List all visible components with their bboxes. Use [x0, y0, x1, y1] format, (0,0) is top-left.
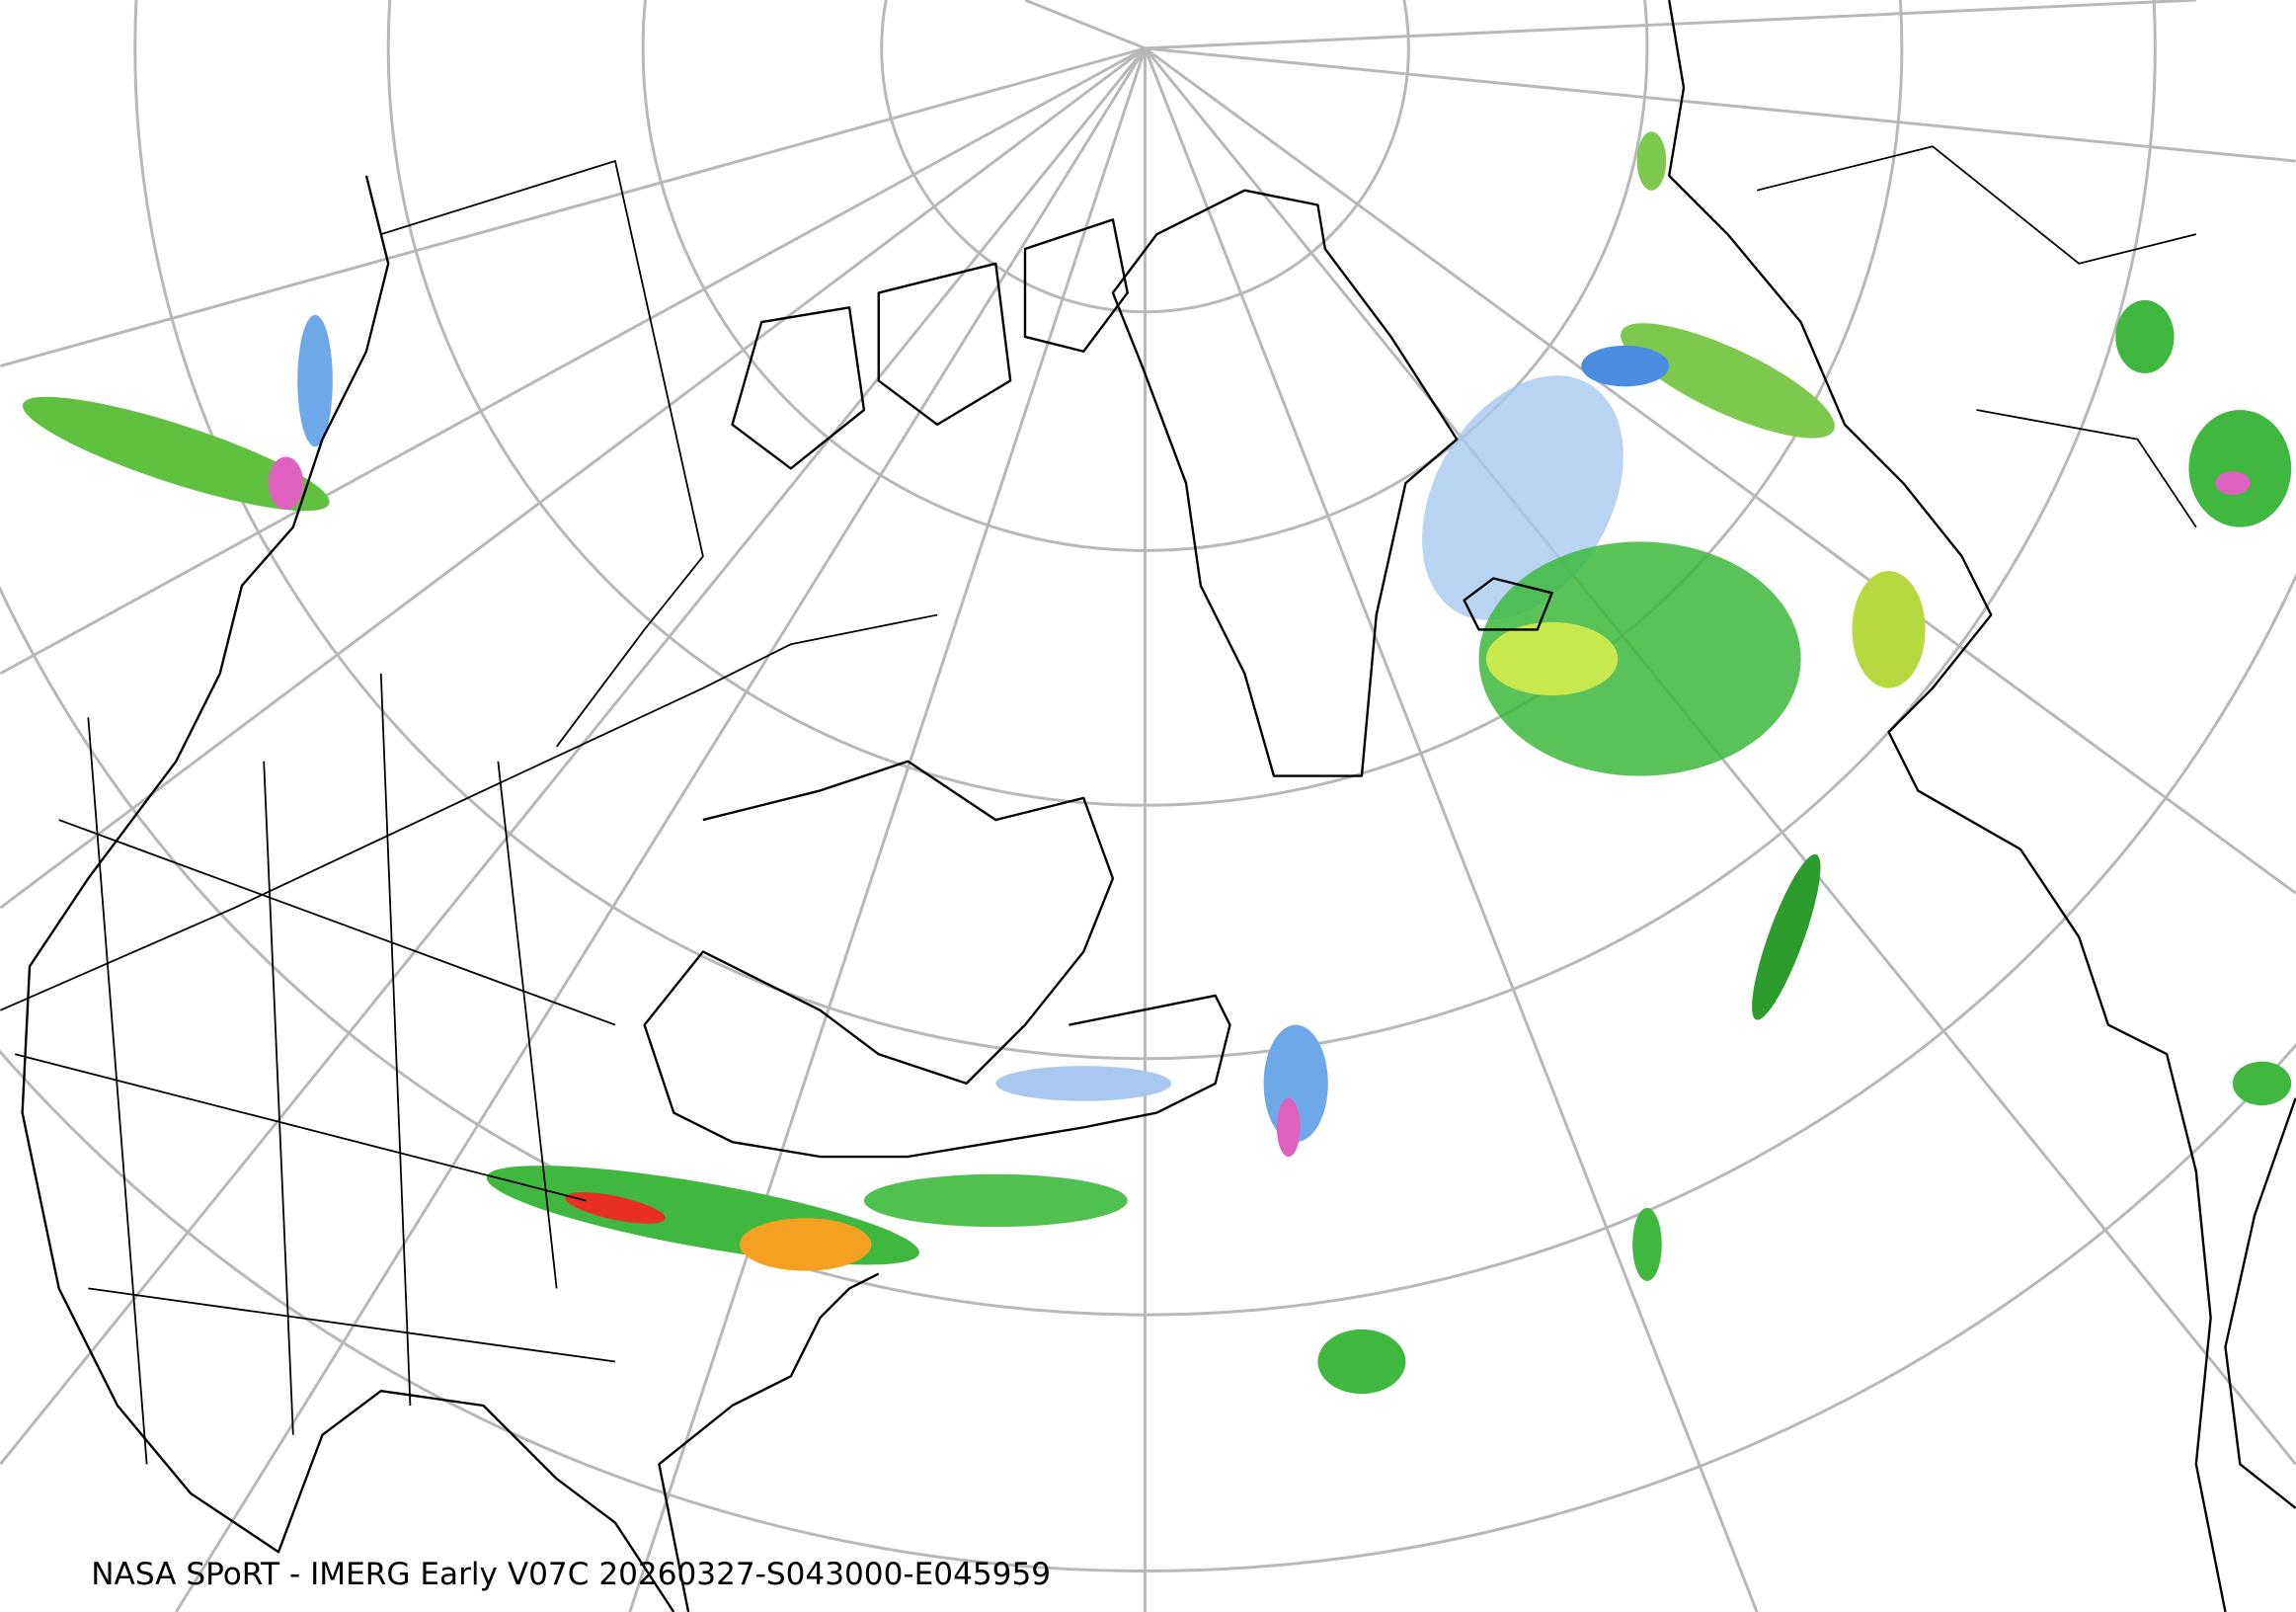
- map-shape: [21, 175, 675, 1612]
- map-shape: [1752, 853, 1821, 1020]
- borders: [0, 145, 2197, 1465]
- map-shape: [1485, 621, 1619, 696]
- map-shape: [268, 456, 304, 510]
- map-shape: [1463, 577, 1553, 631]
- map-shape: [2215, 471, 2251, 496]
- map-shape: [1317, 1329, 1406, 1395]
- map-shape: [2232, 1061, 2292, 1106]
- map-shape: [297, 314, 333, 447]
- precipitation: [22, 131, 2292, 1395]
- map-shape: [1581, 345, 1670, 387]
- map-shape: [1276, 1097, 1301, 1158]
- map-shape: [1668, 0, 2227, 1612]
- map-shape: [1852, 571, 1926, 688]
- map-shape: [22, 396, 330, 512]
- map-shape: [731, 218, 1129, 470]
- coastlines: [21, 0, 2296, 1612]
- map-shape: [0, 145, 2197, 1465]
- map-shape: [863, 1173, 1128, 1228]
- map-shape: [2115, 299, 2175, 373]
- caption: NASA SPoRT - IMERG Early V07C 20260327-S…: [91, 1557, 1051, 1592]
- map-shape: [1621, 323, 1835, 439]
- map-shape: [1632, 1207, 1662, 1282]
- map-shape: [1111, 189, 1459, 777]
- map-shape: [565, 1192, 666, 1224]
- map-shape: [1478, 541, 1801, 776]
- map-shape: [2224, 1097, 2296, 1509]
- map-shape: [739, 1218, 872, 1271]
- map-shape: [995, 1066, 1172, 1101]
- map-shape: [643, 760, 1231, 1159]
- map-shape: [658, 1272, 880, 1612]
- map-shape: [1636, 131, 1667, 191]
- map-shape: [2188, 410, 2292, 527]
